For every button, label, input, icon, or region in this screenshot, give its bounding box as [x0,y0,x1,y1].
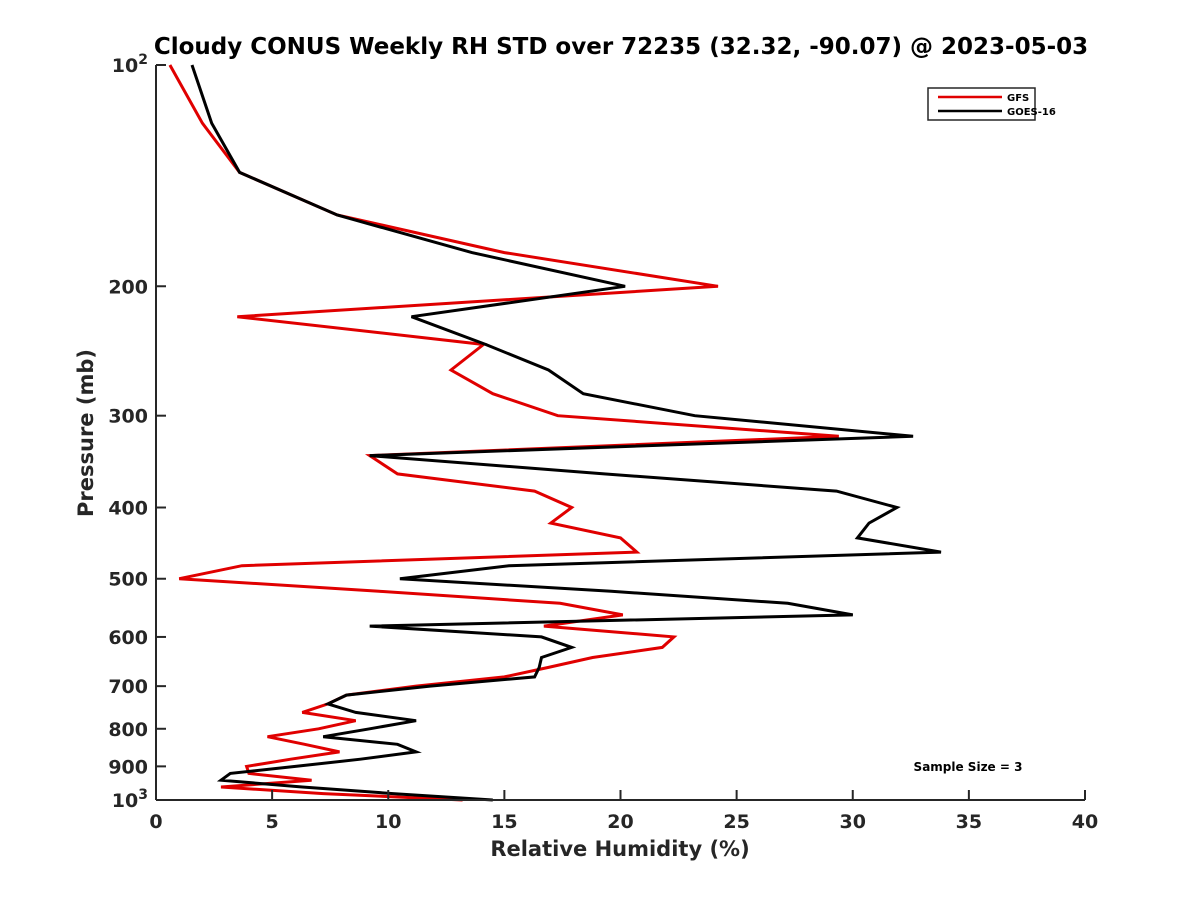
chart-title: Cloudy CONUS Weekly RH STD over 72235 (3… [154,34,1088,60]
y-tick-label: 300 [108,406,148,428]
legend-label-gfs: GFS [1007,93,1029,104]
x-tick-label: 40 [1072,811,1098,833]
series-line-gfs [168,64,839,802]
legend-label-goes16: GOES-16 [1007,107,1056,118]
y-tick-label: 400 [108,498,148,520]
x-tick-label: 30 [840,811,866,833]
x-ticks: 0 5 10 15 20 25 30 35 40 [149,790,1098,833]
x-tick-label: 25 [723,811,749,833]
x-tick-label: 10 [375,811,401,833]
y-ticks: 102 200 300 400 500 600 700 800 900 103 [108,52,166,812]
x-axis-label: Relative Humidity (%) [490,837,749,861]
x-tick-label: 5 [266,811,279,833]
legend: GFS GOES-16 [927,87,1056,121]
y-axis-label: Pressure (mb) [74,349,98,517]
series-layer [168,64,942,802]
x-tick-label: 0 [149,811,162,833]
sample-size-annotation: Sample Size = 3 [914,760,1023,774]
x-tick-label: 35 [956,811,982,833]
y-tick-label: 900 [108,756,148,778]
y-tick-label: 200 [108,276,148,298]
series-line-goes-16 [190,64,942,802]
y-tick-label: 103 [112,787,148,812]
y-tick-label: 700 [108,676,148,698]
y-tick-label: 500 [108,569,148,591]
y-tick-label: 800 [108,719,148,741]
legend-box [927,87,1036,121]
y-tick-label: 102 [112,52,148,77]
x-tick-label: 20 [607,811,633,833]
x-tick-label: 15 [491,811,517,833]
y-tick-label: 600 [108,627,148,649]
